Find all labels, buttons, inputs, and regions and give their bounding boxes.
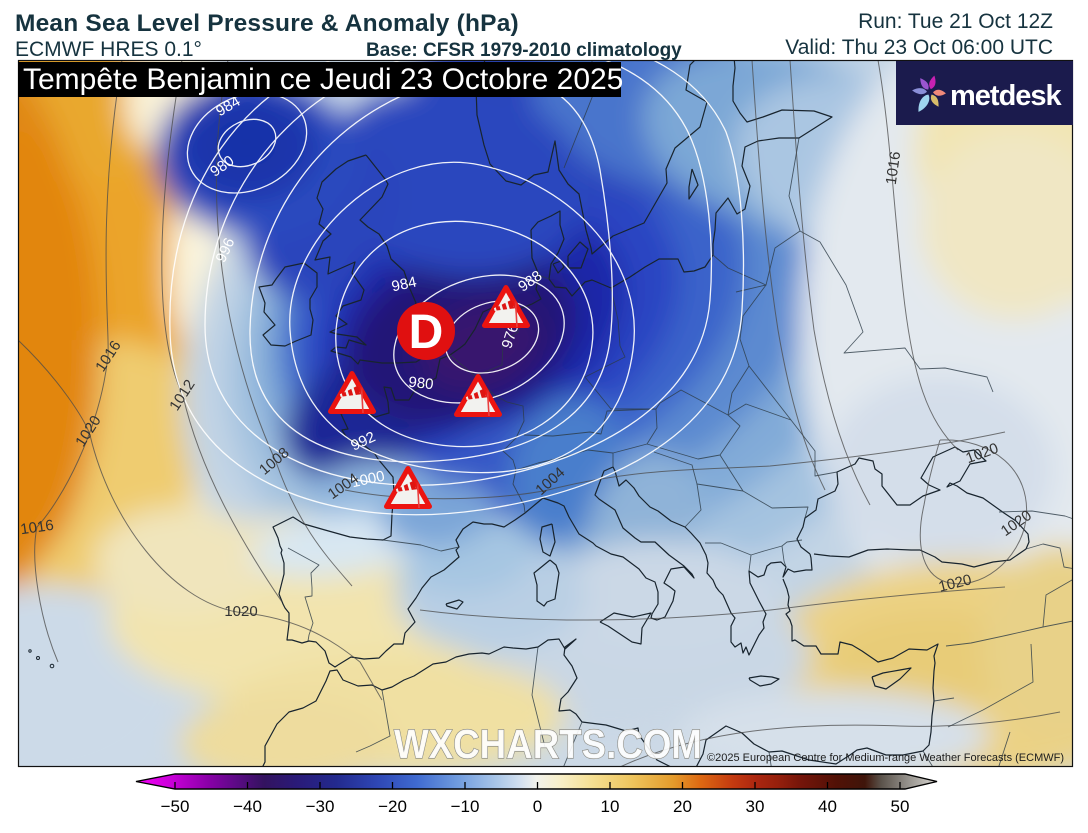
svg-text:984: 984 — [390, 274, 418, 296]
svg-text:20: 20 — [673, 797, 692, 816]
svg-text:10: 10 — [601, 797, 620, 816]
svg-text:WXCHARTS.COM: WXCHARTS.COM — [394, 721, 702, 767]
svg-text:50: 50 — [891, 797, 910, 816]
svg-text:D: D — [409, 306, 444, 359]
svg-text:−10: −10 — [451, 797, 480, 816]
svg-text:980: 980 — [408, 374, 435, 394]
svg-text:1016: 1016 — [883, 150, 904, 185]
svg-text:1000: 1000 — [350, 468, 386, 492]
svg-text:©2025 European Centre for Medi: ©2025 European Centre for Medium-range W… — [707, 752, 1064, 764]
svg-text:1016: 1016 — [19, 517, 54, 538]
svg-text:30: 30 — [746, 797, 765, 816]
svg-text:0: 0 — [533, 797, 542, 816]
svg-text:40: 40 — [818, 797, 837, 816]
svg-text:976: 976 — [499, 322, 523, 351]
svg-text:−30: −30 — [306, 797, 335, 816]
svg-text:1020: 1020 — [224, 603, 257, 620]
svg-text:−50: −50 — [161, 797, 190, 816]
svg-text:metdesk: metdesk — [950, 80, 1063, 112]
svg-text:−40: −40 — [233, 797, 262, 816]
svg-text:−20: −20 — [378, 797, 407, 816]
